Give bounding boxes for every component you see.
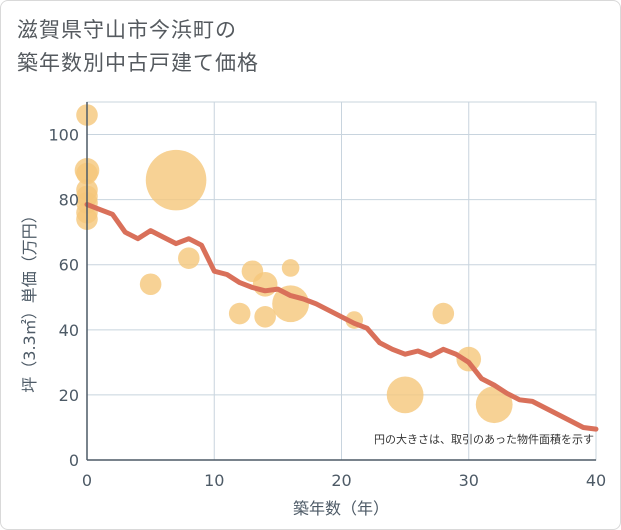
- bubble-point: [145, 149, 207, 211]
- x-tick-label: 40: [586, 471, 606, 490]
- chart-title: 滋賀県守山市今浜町の 築年数別中古戸建て価格: [17, 14, 259, 80]
- bubble-point: [254, 306, 276, 328]
- y-tick-label: 80: [59, 191, 79, 210]
- x-tick-label: 30: [459, 471, 479, 490]
- axes: [86, 102, 596, 461]
- y-tick-label: 0: [69, 451, 79, 470]
- y-tick-label: 60: [59, 256, 79, 275]
- size-note: 円の大きさは、取引のあった物件面積を示す: [374, 432, 594, 446]
- x-tick-label: 10: [204, 471, 224, 490]
- bubble-point: [475, 386, 513, 424]
- trend-series: [84, 202, 599, 432]
- y-axis-label: 坪（3.3㎡）単価（万円）: [20, 207, 39, 392]
- bubble-point: [386, 376, 424, 414]
- bubble-point: [139, 273, 162, 296]
- bubble-point: [228, 302, 251, 325]
- trend-line: [84, 202, 599, 432]
- tick-labels: 0 10 20 30 40 0 20 40 60 80 100: [48, 126, 606, 490]
- x-tick-label: 0: [82, 471, 92, 490]
- bubble-point: [272, 285, 309, 323]
- bubble-series: [74, 104, 513, 424]
- chart-title-line-1: 滋賀県守山市今浜町の: [17, 18, 237, 42]
- bubble-point: [281, 259, 300, 277]
- y-tick-label: 100: [48, 126, 79, 145]
- chart-title-line-2: 築年数別中古戸建て価格: [17, 51, 259, 75]
- y-tick-label: 40: [59, 321, 79, 340]
- bubble-point: [432, 302, 455, 325]
- bubble-point: [456, 346, 482, 372]
- x-axis-label: 築年数（年）: [293, 499, 389, 518]
- y-tick-label: 20: [59, 386, 79, 405]
- bubble-point: [178, 247, 200, 270]
- x-tick-label: 20: [331, 471, 351, 490]
